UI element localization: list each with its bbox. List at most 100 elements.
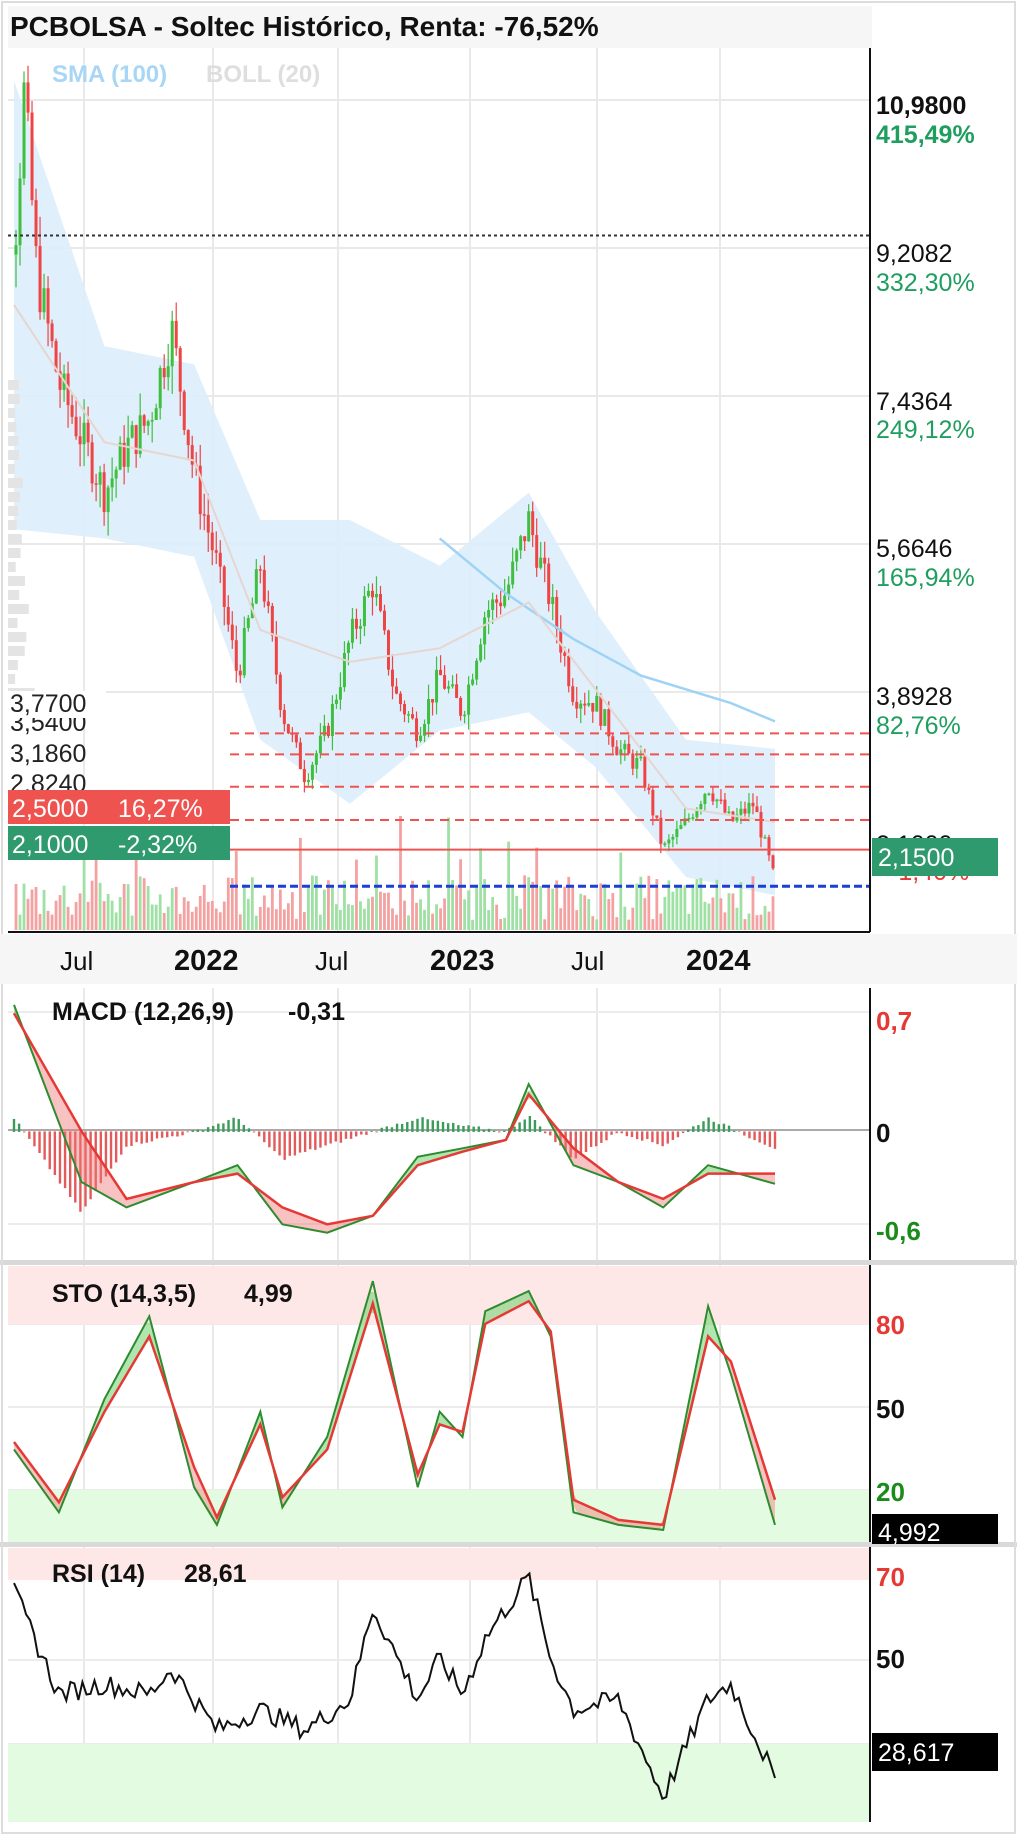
volume-bar <box>679 887 683 930</box>
volume-bar <box>194 906 198 930</box>
macd-histogram-bar <box>651 1131 654 1143</box>
candle-body <box>238 670 242 676</box>
rsi-title[interactable]: RSI (14) <box>52 1560 145 1588</box>
candle-body <box>146 421 150 426</box>
candle-body <box>483 617 487 645</box>
candle-body <box>695 809 699 818</box>
volume-bar <box>158 894 162 930</box>
macd-histogram-bar <box>354 1131 358 1137</box>
candle-body <box>218 552 222 567</box>
volume-bar <box>543 919 547 930</box>
candle-body <box>655 815 659 818</box>
volume-bar <box>739 882 743 930</box>
candle-body <box>386 630 390 670</box>
volume-profile-bar <box>8 604 29 614</box>
macd-histogram-bar <box>370 1131 373 1132</box>
stop-tag-bg[interactable] <box>8 790 230 824</box>
volume-bar <box>114 912 118 930</box>
legend-boll[interactable]: BOLL (20) <box>206 61 320 88</box>
macd-histogram-bar <box>743 1131 746 1136</box>
volume-bar <box>395 914 398 930</box>
volume-bar <box>102 901 106 930</box>
volume-bar <box>479 848 483 930</box>
volume-bar <box>387 892 390 930</box>
volume-bar <box>767 911 771 930</box>
macd-histogram-bar <box>79 1131 82 1212</box>
macd-histogram-bar <box>48 1131 51 1170</box>
candle-body <box>294 734 298 743</box>
candle-body <box>362 596 366 627</box>
candle-body <box>671 836 675 840</box>
volume-bar <box>675 885 679 930</box>
sto-fill <box>342 1366 348 1401</box>
sto-axis-50: 50 <box>876 1394 905 1424</box>
macd-histogram-bar <box>242 1124 246 1132</box>
volume-bar <box>339 909 342 930</box>
price-axis-pct: 82,76% <box>876 712 961 740</box>
macd-histogram-bar <box>114 1131 118 1163</box>
legend-sma[interactable]: SMA (100) <box>52 61 167 88</box>
candle-body <box>543 557 547 564</box>
sto-title[interactable]: STO (14,3,5) <box>52 1280 196 1308</box>
macd-histogram-bar <box>33 1131 36 1147</box>
sto-fill <box>764 1465 770 1507</box>
candle-body <box>130 425 134 438</box>
price-axis-value: 9,2082 <box>876 240 952 268</box>
macd-histogram-bar <box>441 1121 445 1132</box>
volume-bar <box>142 878 146 930</box>
volume-bar <box>539 886 543 930</box>
rsi-value: 28,61 <box>184 1560 247 1588</box>
macd-histogram-bar <box>452 1122 455 1132</box>
candle-body <box>366 590 370 597</box>
macd-histogram-bar <box>748 1131 751 1139</box>
sto-fill <box>112 1374 119 1399</box>
sto-fill <box>698 1327 704 1378</box>
sto-fill <box>41 1478 47 1496</box>
candle-body <box>683 818 687 826</box>
macd-fill <box>282 1207 289 1226</box>
candle-body <box>254 569 258 604</box>
candle-body <box>723 799 727 813</box>
macd-histogram-bar <box>222 1123 225 1132</box>
volume-bar <box>751 876 755 930</box>
candle-body <box>278 674 282 710</box>
volume-bar <box>771 896 775 930</box>
macd-histogram-bar <box>498 1131 501 1133</box>
candle-body <box>134 425 138 454</box>
volume-bar <box>359 901 362 930</box>
macd-histogram-bar <box>620 1131 623 1134</box>
volume-bar <box>154 904 158 930</box>
macd-histogram-bar <box>589 1131 593 1147</box>
volume-bar <box>663 896 667 930</box>
volume-bar <box>487 910 491 930</box>
macd-histogram-bar <box>309 1131 312 1150</box>
volume-bar <box>42 889 46 930</box>
volume-bar <box>122 883 126 930</box>
macd-histogram-bar <box>186 1131 189 1133</box>
volume-bar <box>162 912 166 930</box>
candle-body <box>334 699 338 704</box>
candle-body <box>535 535 539 568</box>
volume-bar <box>623 906 627 930</box>
macd-histogram-bar <box>196 1129 200 1132</box>
candle-body <box>142 415 146 426</box>
macd-histogram-bar <box>416 1118 419 1132</box>
candle-body <box>102 472 106 513</box>
volume-bar <box>467 890 470 930</box>
volume-bar <box>571 886 575 930</box>
macd-histogram-bar <box>125 1131 128 1147</box>
support-tag-bg[interactable] <box>8 826 230 860</box>
volume-bar <box>495 904 499 930</box>
macd-histogram-bar <box>135 1131 138 1143</box>
macd-title[interactable]: MACD (12,26,9) <box>52 998 234 1026</box>
volume-bar <box>531 881 535 930</box>
candle-body <box>186 430 190 446</box>
macd-histogram-bar <box>559 1131 562 1146</box>
volume-bar <box>363 908 366 930</box>
candle-body <box>599 695 603 726</box>
candle-body <box>759 812 763 838</box>
macd-histogram-bar <box>574 1131 578 1159</box>
macd-histogram-bar <box>738 1131 741 1133</box>
candle-body <box>270 605 274 636</box>
